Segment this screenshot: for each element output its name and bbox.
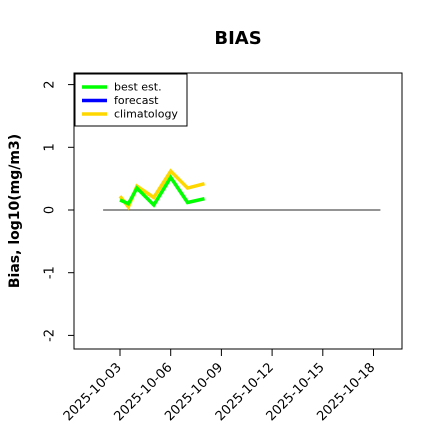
y-axis: -2 -1 0 1 2 [43, 80, 74, 342]
y-tick-label: 2 [43, 80, 58, 88]
y-tick-label: 1 [43, 143, 58, 151]
y-axis-label: Bias, log10(mg/m3) [7, 134, 23, 288]
y-tick-label: 0 [43, 206, 58, 214]
legend-label: forecast [114, 94, 159, 107]
series-line-climatology [118, 168, 205, 211]
series-layer [103, 168, 381, 211]
y-tick-label: -1 [43, 266, 58, 279]
y-tick-label: -2 [43, 329, 58, 342]
chart-title: BIAS [214, 28, 261, 49]
legend-label: climatology [114, 108, 178, 121]
legend-label: best est. [114, 81, 162, 94]
x-axis: 2025-10-032025-10-062025-10-092025-10-12… [61, 349, 378, 424]
plot-frame [73, 72, 403, 350]
series-line-best-est [119, 174, 205, 208]
